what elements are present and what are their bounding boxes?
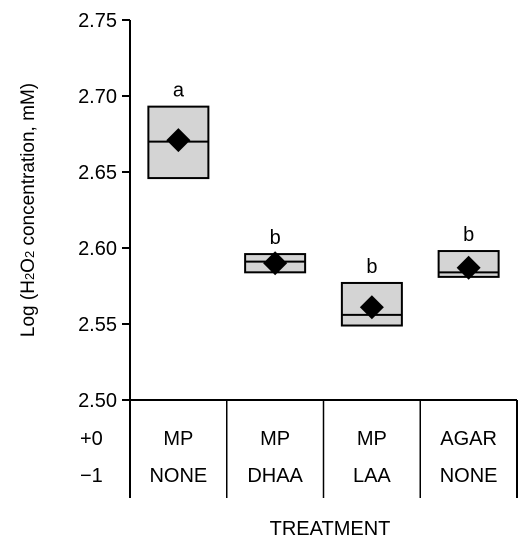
significance-letter: b	[366, 256, 377, 278]
y-tick-label: 2.75	[78, 10, 117, 32]
x-axis-label: TREATMENT	[270, 518, 391, 540]
category-label-line2: NONE	[149, 465, 207, 487]
mean-diamond-marker	[456, 255, 481, 280]
category-labels: MP NONE MP DHAA MP LAA AGAR NONE +0 −1	[80, 400, 498, 498]
y-tick-label: 2.55	[78, 314, 117, 336]
y-tick-label: 2.50	[78, 390, 117, 412]
significance-letter: b	[270, 227, 281, 249]
category-label-line1: MP	[163, 428, 193, 450]
box-group: b	[244, 227, 307, 276]
category-label-line1: MP	[357, 428, 387, 450]
category-label-line1: AGAR	[440, 428, 497, 450]
y-axis-label: Log (H2O2 concentration, mM)	[18, 83, 39, 337]
y-tick-label: 2.70	[78, 86, 117, 108]
y-tick-label: 2.65	[78, 162, 117, 184]
category-label-line2: LAA	[353, 465, 391, 487]
row-label: +0	[80, 428, 103, 450]
mean-diamond-marker	[359, 295, 384, 320]
mean-diamond-marker	[263, 251, 288, 276]
mean-diamond-marker	[166, 128, 191, 153]
box-group: b	[340, 256, 403, 327]
boxes: a b b b	[147, 80, 500, 327]
row-label: −1	[80, 465, 103, 487]
significance-letter: b	[463, 224, 474, 246]
y-tick-label: 2.60	[78, 238, 117, 260]
y-axis-ticks: 2.50 2.55 2.60 2.65 2.70 2.75	[78, 10, 130, 412]
significance-letter: a	[173, 80, 185, 102]
box-group: a	[147, 80, 210, 180]
category-label-line2: DHAA	[247, 465, 303, 487]
category-label-line1: MP	[260, 428, 290, 450]
category-label-line2: NONE	[440, 465, 498, 487]
box-group: b	[437, 224, 500, 280]
